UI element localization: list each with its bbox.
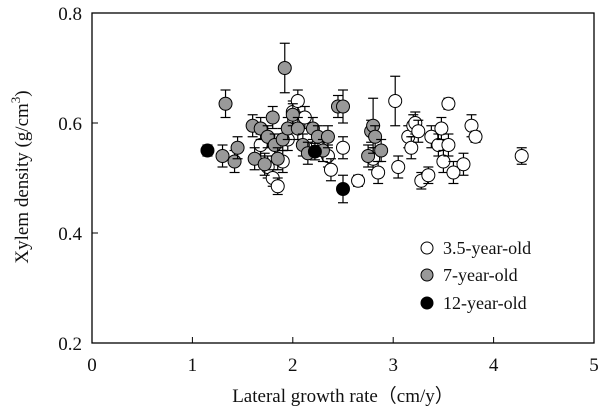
data-point	[441, 138, 456, 152]
data-point	[421, 168, 436, 183]
data-point	[200, 143, 215, 158]
series-7-year-old	[215, 42, 389, 176]
legend-marker-12-year-old	[420, 296, 434, 310]
series-12-year-old	[200, 142, 350, 204]
y-axis-title-main: Xylem density (g/cm	[12, 103, 33, 264]
data-point	[446, 165, 461, 180]
y-tick-label: 0.6	[58, 114, 82, 135]
data-point	[215, 149, 230, 163]
data-point	[388, 94, 403, 108]
x-tick-label: 0	[87, 355, 97, 376]
data-point	[514, 149, 529, 163]
legend-label-7-year-old: 7-year-old	[443, 265, 518, 285]
series-3-5-year-old	[253, 75, 529, 196]
legend-marker-7-year-old	[420, 268, 434, 282]
data-point	[368, 129, 383, 144]
axes: 0 1 2 3 4 5 0.2 0.4 0.6 0.8	[58, 4, 599, 376]
legend: 3.5-year-old 7-year-old 12-year-old	[420, 238, 531, 313]
y-axis-title-superscript: 3	[8, 97, 23, 104]
data-point	[218, 96, 233, 111]
data-point	[277, 61, 292, 75]
data-point	[456, 157, 471, 172]
x-tick-label: 5	[589, 355, 599, 376]
data-point	[323, 162, 338, 177]
x-tick-label: 1	[188, 355, 198, 376]
y-tick-label: 0.2	[58, 334, 82, 355]
y-tick-label: 0.8	[58, 4, 82, 25]
data-point	[257, 157, 272, 172]
data-point	[434, 121, 449, 136]
data-point	[265, 110, 280, 125]
data-point	[468, 129, 483, 144]
y-axis-title-suffix: )	[12, 90, 33, 96]
data-point	[336, 140, 350, 155]
data-point	[404, 140, 419, 155]
data-point	[336, 99, 350, 114]
data-point	[307, 144, 322, 159]
x-axis-title: Lateral growth rate（cm/y）	[232, 385, 454, 407]
plot-content	[200, 42, 529, 204]
x-tick-label: 2	[288, 355, 298, 376]
data-point	[351, 173, 366, 188]
legend-marker-3-5-year-old	[420, 241, 434, 255]
y-tick-label: 0.4	[58, 224, 82, 245]
x-tick-label: 3	[388, 355, 398, 376]
data-point	[371, 165, 386, 180]
plot-frame	[91, 12, 595, 344]
data-point	[436, 154, 451, 169]
data-point	[320, 129, 335, 144]
y-axis-title: Xylem density (g/cm3)	[8, 90, 33, 263]
data-point	[391, 160, 406, 174]
data-point	[374, 143, 389, 158]
data-point	[441, 96, 456, 111]
data-point	[411, 124, 426, 139]
data-point	[290, 121, 305, 136]
legend-label-3-5-year-old: 3.5-year-old	[443, 238, 531, 258]
data-point	[270, 179, 285, 194]
x-tick-label: 4	[489, 355, 499, 376]
data-point	[270, 151, 285, 166]
data-point	[230, 140, 245, 155]
data-point	[336, 182, 350, 196]
legend-label-12-year-old: 12-year-old	[443, 293, 527, 313]
data-point	[227, 154, 242, 169]
